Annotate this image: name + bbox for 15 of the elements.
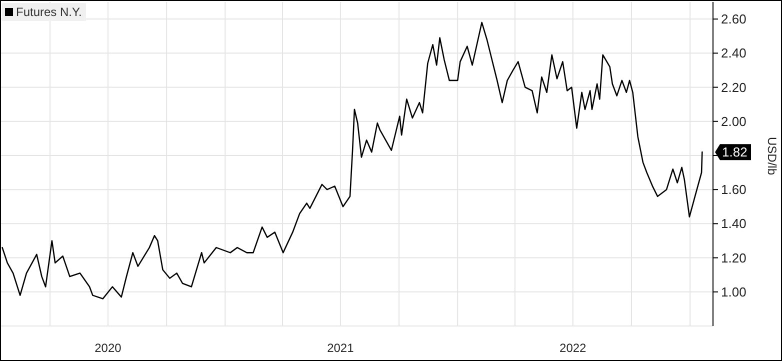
y-tick-label: 2.00: [721, 114, 746, 129]
y-tick-label: 1.00: [721, 284, 746, 300]
y-tick-label: 1.20: [721, 250, 746, 266]
y-axis-title: USD/lb: [765, 136, 779, 176]
y-tick-label: 2.60: [721, 12, 746, 27]
legend-label: Futures N.Y.: [16, 5, 82, 20]
y-tick-label: 1.60: [721, 182, 746, 198]
y-tick-label: 1.40: [721, 216, 746, 232]
x-tick-label: 2021: [327, 341, 354, 355]
annotation: 1.82: [722, 144, 748, 160]
x-tick-label: 2022: [560, 341, 587, 355]
line-series: [2, 22, 703, 300]
y-tick-label: 2.40: [721, 46, 746, 61]
x-tick-label: 2020: [94, 341, 122, 355]
y-tick-label: 2.20: [721, 80, 746, 95]
